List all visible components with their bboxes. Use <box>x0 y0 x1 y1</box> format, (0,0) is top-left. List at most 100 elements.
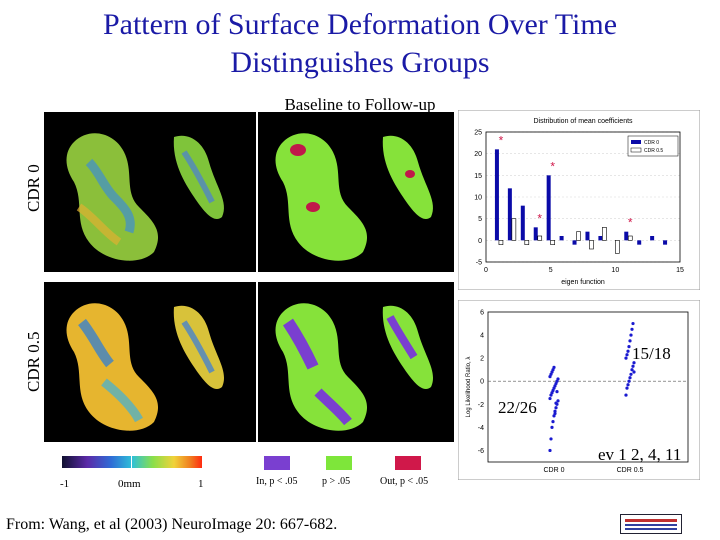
bar-x-tick: 15 <box>676 267 684 274</box>
bar-cdr05 <box>511 218 517 241</box>
eigenvector-note: ev 1 2, 4, 11 <box>598 445 682 464</box>
bar-x-label: eigen function <box>561 279 605 286</box>
scatter-y-tick: -6 <box>478 448 484 455</box>
bar-legend-swatch-cdr0 <box>631 140 641 144</box>
scatter-point <box>624 393 628 397</box>
scatter-y-tick: -4 <box>478 425 484 432</box>
scatter-point <box>553 409 557 413</box>
bar-cdr05 <box>576 231 581 241</box>
scatter-point <box>630 327 634 331</box>
bar-cdr0 <box>546 175 551 241</box>
bar-plot-frame <box>485 131 681 263</box>
legend-label-inward: In, p < .05 <box>256 476 298 487</box>
legend-swatch-nonsignificant <box>326 456 352 470</box>
scatter-point <box>631 364 635 368</box>
bar-cdr0 <box>520 205 525 241</box>
journal-logo <box>620 514 682 534</box>
brain-panel-cdr0-significance <box>258 112 454 272</box>
scatter-point <box>630 368 634 372</box>
scatter-point <box>631 321 635 326</box>
bar-legend-swatch-cdr05 <box>630 147 642 153</box>
bar-cdr05 <box>550 240 555 245</box>
likelihood-scatter-chart: -6 -4 -2 0 2 4 6 Log Likelihood Ratio, λ CDR 0 CD… <box>458 300 700 480</box>
bar-legend-label-cdr05: CDR 0.5 <box>644 148 663 154</box>
colorbar-center-tick <box>131 452 132 472</box>
scatter-x-tick: CDR 0 <box>543 467 564 474</box>
bar-cdr05 <box>627 235 633 241</box>
bar-y-tick: -5 <box>476 260 482 267</box>
bar-cdr05 <box>498 240 504 245</box>
scatter-point <box>625 353 629 357</box>
bar-cdr05 <box>524 240 530 245</box>
scatter-point <box>549 437 553 441</box>
scatter-y-tick: 2 <box>480 356 484 363</box>
scatter-point <box>626 349 630 353</box>
legend-swatch-inward <box>264 456 290 470</box>
scatter-point <box>554 401 558 405</box>
bar-cdr0 <box>663 240 668 245</box>
deformation-colorbar <box>62 456 202 468</box>
scatter-point <box>629 333 633 337</box>
bar-x-tick: 10 <box>611 267 619 274</box>
scatter-point <box>628 376 632 380</box>
bar-y-tick: 10 <box>474 195 482 202</box>
scatter-y-tick: 0 <box>480 379 484 386</box>
bar-cdr0 <box>507 188 512 241</box>
significance-star: * <box>499 133 504 147</box>
scatter-point <box>632 370 636 374</box>
bar-x-tick: 5 <box>549 267 553 274</box>
scatter-point <box>632 361 636 365</box>
legend-label-outward: Out, p < .05 <box>380 476 429 487</box>
brain-panel-cdr05-magnitude <box>44 282 256 442</box>
bar-cdr0 <box>624 231 629 241</box>
scatter-plot-frame <box>487 311 689 463</box>
scatter-point <box>624 356 628 360</box>
coefficient-bar-chart: Distribution of mean coefficients-505101… <box>458 110 700 290</box>
bar-cdr05 <box>602 227 607 241</box>
bar-cdr05 <box>615 240 620 254</box>
scatter-point <box>555 390 559 394</box>
significance-star: * <box>537 211 542 225</box>
bar-cdr0 <box>559 236 564 241</box>
bar-y-tick: 5 <box>478 216 482 223</box>
legend-label-nonsignificant: p > .05 <box>322 476 351 487</box>
scatter-x-tick: CDR 0.5 <box>617 467 644 474</box>
title-line-2: Distinguishes Groups <box>230 46 490 79</box>
scatter-point <box>552 365 556 369</box>
scatter-point <box>551 420 555 424</box>
bar-chart-title: Distribution of mean coefficients <box>533 118 633 125</box>
scatter-point <box>548 396 552 401</box>
scatter-point <box>556 399 560 403</box>
bar-cdr0 <box>598 236 603 241</box>
title-line-1: Pattern of Surface Deformation Over Time <box>102 8 618 41</box>
scatter-point <box>556 377 560 381</box>
bar-y-tick: 0 <box>478 238 482 245</box>
scatter-point <box>629 372 633 376</box>
ratio-cdr05-label: 15/18 <box>632 344 671 363</box>
bar-x-tick: 0 <box>484 267 488 274</box>
scatter-point <box>553 411 557 416</box>
bar-cdr0 <box>650 236 655 241</box>
bar-y-tick: 15 <box>474 173 482 180</box>
scatter-y-tick: -2 <box>478 402 484 409</box>
scatter-point <box>627 345 631 349</box>
significance-star: * <box>628 216 633 230</box>
citation: From: Wang, et al (2003) NeuroImage 20: … <box>6 516 338 533</box>
bar-cdr0 <box>494 149 499 241</box>
ratio-cdr0-label: 22/26 <box>498 398 537 417</box>
scatter-y-tick: 4 <box>480 333 484 340</box>
scatter-point <box>625 386 629 390</box>
scatter-point <box>550 425 554 429</box>
scatter-point <box>626 383 630 387</box>
scatter-y-tick: 6 <box>480 310 484 317</box>
legend-swatch-outward <box>395 456 421 470</box>
scatter-point <box>554 406 558 410</box>
slide-subtitle: Baseline to Follow-up <box>284 95 436 114</box>
bar-cdr0 <box>533 227 538 241</box>
colorbar-max-label: 1 <box>198 478 204 490</box>
row-label-cdr05: CDR 0.5 <box>24 331 43 392</box>
scatter-point <box>627 379 631 383</box>
bar-y-tick: 25 <box>474 130 482 137</box>
bar-y-tick: 20 <box>474 151 482 158</box>
bar-cdr0 <box>572 240 577 245</box>
